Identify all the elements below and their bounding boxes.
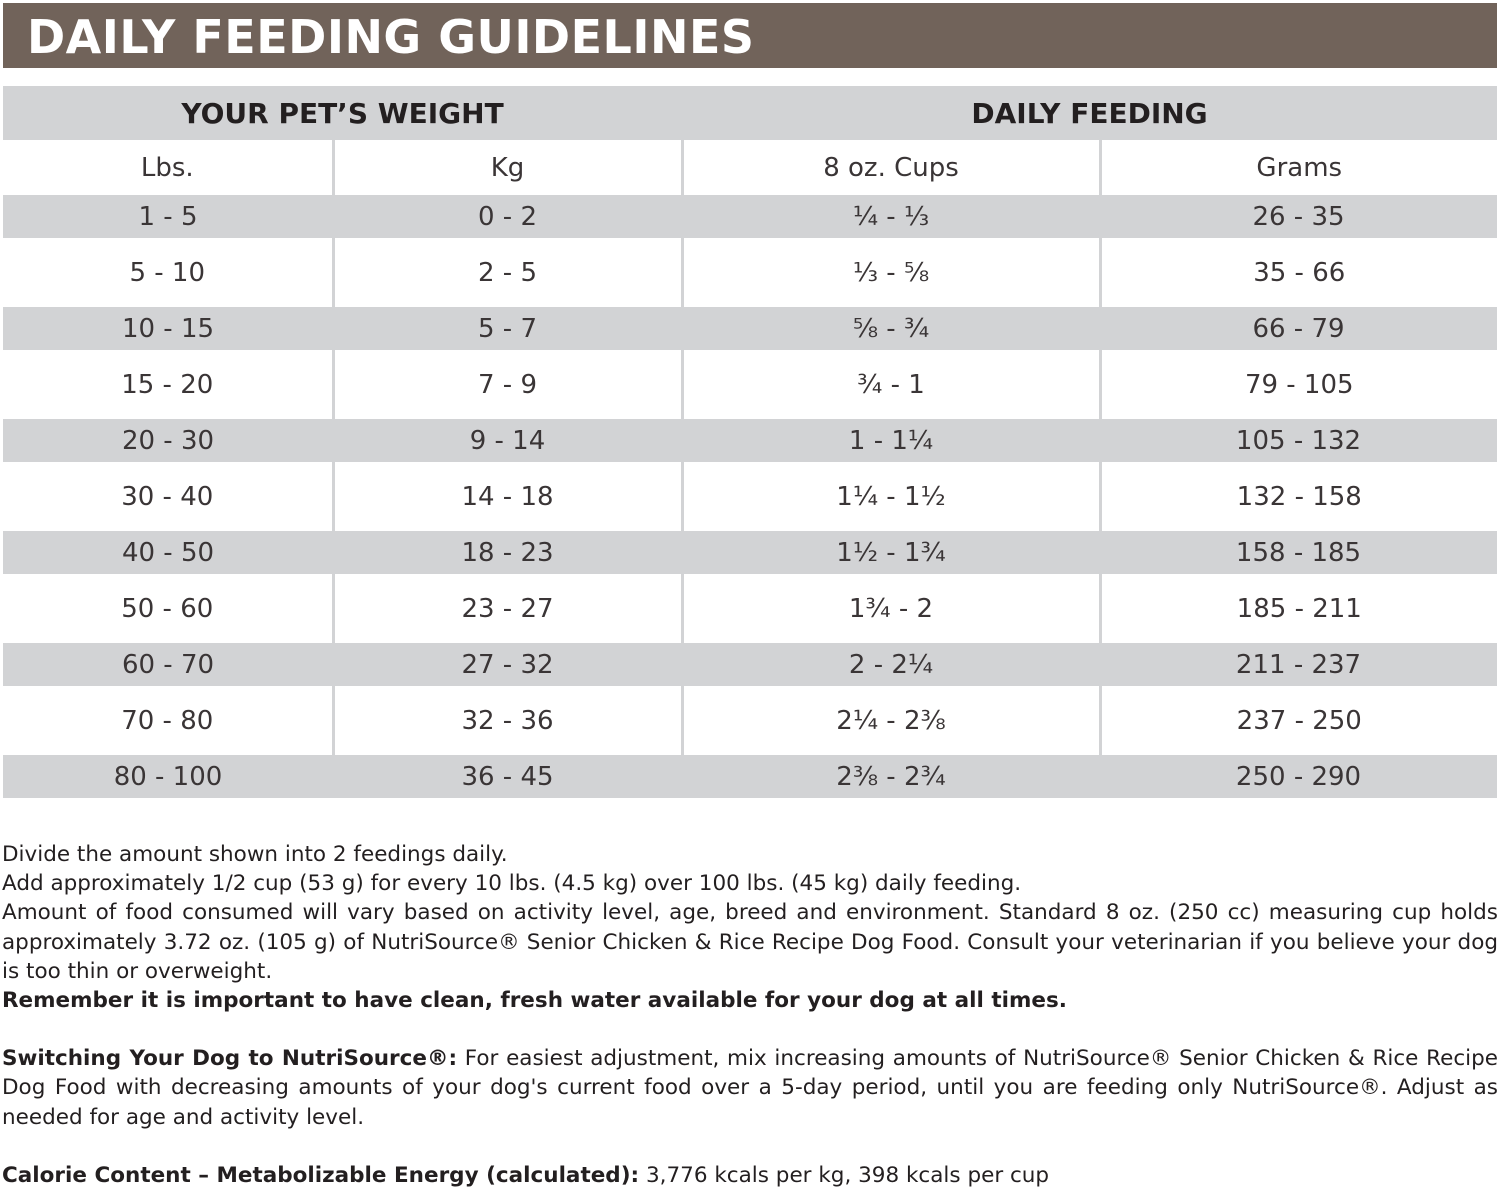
table-row: 40 - 50 18 - 23 1½ - 1¾ 158 - 185: [3, 531, 1498, 574]
cell-kg: 27 - 32: [333, 643, 682, 686]
cell-kg: 32 - 36: [331, 686, 682, 755]
note-amount: Amount of food consumed will vary based …: [2, 900, 1498, 984]
cell-lbs: 50 - 60: [3, 574, 333, 643]
cell-cups: 2⅜ - 2¾: [682, 755, 1100, 798]
cell-cups: ¾ - 1: [680, 350, 1100, 419]
calorie-label: Calorie Content – Metabolizable Energy (…: [2, 1162, 640, 1188]
table-row: 80 - 100 36 - 45 2⅜ - 2¾ 250 - 290: [3, 755, 1498, 798]
table-row: 70 - 80 32 - 36 2¼ - 2⅜ 237 - 250: [3, 686, 1498, 755]
cell-lbs: 1 - 5: [3, 195, 333, 238]
cell-grams: 105 - 132: [1100, 419, 1498, 462]
note-water: Remember it is important to have clean, …: [2, 986, 1498, 1015]
column-header-lbs: Lbs.: [3, 140, 333, 195]
feeding-table: YOUR PET’S WEIGHT DAILY FEEDING Lbs. Kg …: [3, 86, 1498, 798]
note-switching: Switching Your Dog to NutriSource®: For …: [2, 1044, 1498, 1132]
table-row: 30 - 40 14 - 18 1¼ - 1½ 132 - 158: [3, 462, 1498, 531]
cell-grams: 132 - 158: [1098, 462, 1498, 531]
cell-cups: ⅝ - ¾: [682, 307, 1100, 350]
cell-lbs: 15 - 20: [3, 350, 333, 419]
cell-lbs: 20 - 30: [3, 419, 333, 462]
cell-kg: 2 - 5: [331, 238, 682, 307]
cell-kg: 36 - 45: [333, 755, 682, 798]
cell-grams: 185 - 211: [1098, 574, 1498, 643]
water-text: Remember it is important to have clean, …: [2, 988, 1067, 1014]
column-header-cups: 8 oz. Cups: [680, 140, 1100, 195]
cell-lbs: 70 - 80: [3, 686, 333, 755]
switching-label: Switching Your Dog to NutriSource®:: [2, 1046, 458, 1072]
cell-lbs: 60 - 70: [3, 643, 333, 686]
cell-lbs: 40 - 50: [3, 531, 333, 574]
cell-lbs: 30 - 40: [3, 462, 333, 531]
cell-cups: 1¾ - 2: [680, 574, 1100, 643]
cell-cups: ⅓ - ⅝: [680, 238, 1100, 307]
cell-cups: 1 - 1¼: [682, 419, 1100, 462]
cell-grams: 79 - 105: [1098, 350, 1498, 419]
table-row: 50 - 60 23 - 27 1¾ - 2 185 - 211: [3, 574, 1498, 643]
cell-kg: 0 - 2: [333, 195, 682, 238]
title-banner: DAILY FEEDING GUIDELINES: [3, 3, 1497, 68]
cell-grams: 237 - 250: [1098, 686, 1498, 755]
cell-grams: 26 - 35: [1100, 195, 1498, 238]
cell-grams: 250 - 290: [1100, 755, 1498, 798]
table-row: 60 - 70 27 - 32 2 - 2¼ 211 - 237: [3, 643, 1498, 686]
cell-lbs: 80 - 100: [3, 755, 333, 798]
cell-kg: 5 - 7: [333, 307, 682, 350]
note-over-100: Add approximately 1/2 cup (53 g) for eve…: [2, 871, 1022, 897]
cell-grams: 211 - 237: [1100, 643, 1498, 686]
note-calories: Calorie Content – Metabolizable Energy (…: [2, 1161, 1498, 1190]
calorie-text: 3,776 kcals per kg, 398 kcals per cup: [639, 1162, 1050, 1188]
cell-cups: 2¼ - 2⅜: [680, 686, 1100, 755]
group-header-feeding: DAILY FEEDING: [682, 86, 1498, 140]
cell-kg: 9 - 14: [333, 419, 682, 462]
page-title: DAILY FEEDING GUIDELINES: [27, 10, 755, 64]
cell-grams: 35 - 66: [1098, 238, 1498, 307]
cell-cups: 1½ - 1¾: [682, 531, 1100, 574]
feeding-notes: Divide the amount shown into 2 feedings …: [2, 840, 1498, 1190]
table-row: 20 - 30 9 - 14 1 - 1¼ 105 - 132: [3, 419, 1498, 462]
cell-cups: ¼ - ⅓: [682, 195, 1100, 238]
cell-lbs: 5 - 10: [3, 238, 333, 307]
cell-lbs: 10 - 15: [3, 307, 333, 350]
note-divide: Divide the amount shown into 2 feedings …: [2, 842, 508, 867]
cell-grams: 158 - 185: [1100, 531, 1498, 574]
group-header-weight: YOUR PET’S WEIGHT: [3, 86, 682, 140]
cell-kg: 7 - 9: [331, 350, 682, 419]
cell-kg: 14 - 18: [331, 462, 682, 531]
column-header-grams: Grams: [1098, 140, 1498, 195]
cell-cups: 2 - 2¼: [682, 643, 1100, 686]
cell-kg: 18 - 23: [333, 531, 682, 574]
cell-cups: 1¼ - 1½: [680, 462, 1100, 531]
cell-grams: 66 - 79: [1100, 307, 1498, 350]
cell-kg: 23 - 27: [331, 574, 682, 643]
switching-text: For easiest adjustment, mix increasing a…: [2, 1046, 1498, 1130]
column-header-kg: Kg: [331, 140, 682, 195]
